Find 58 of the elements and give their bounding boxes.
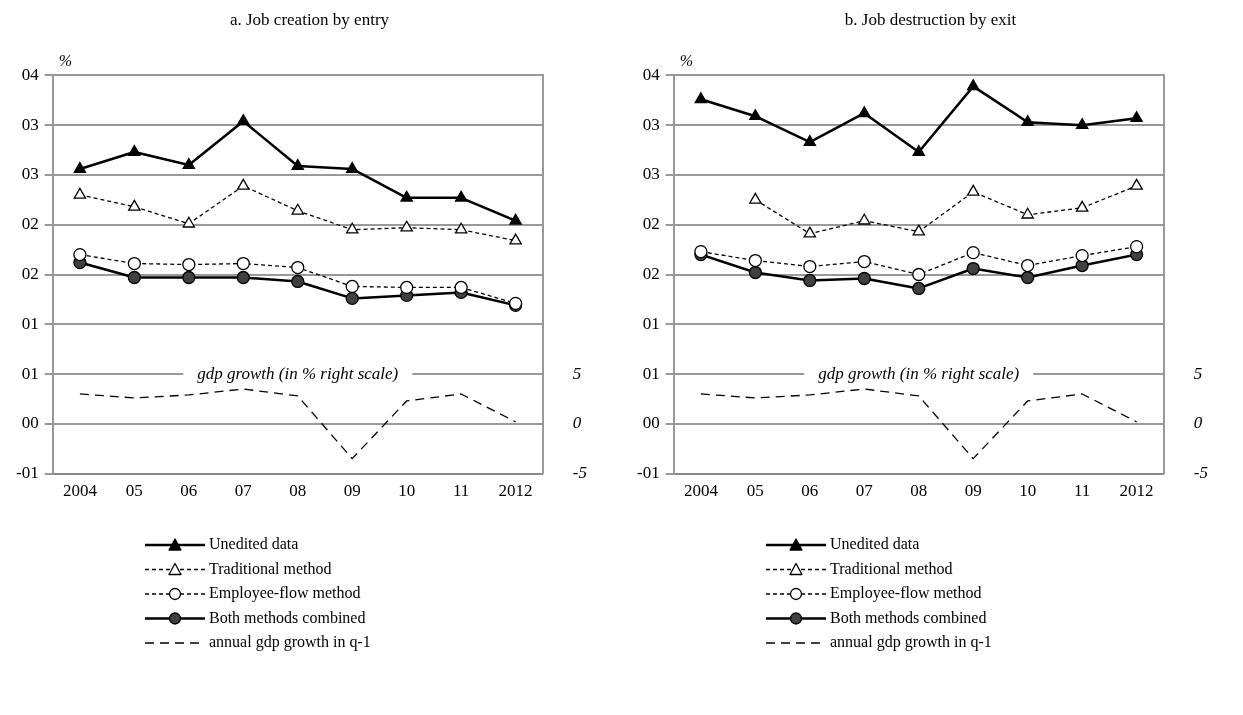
y-tick-label: 03 [21,164,39,184]
y-tick-label: 01 [21,313,39,333]
x-tick-label: 05 [746,481,764,501]
x-tick-label: 08 [910,481,928,501]
annotation: gdp growth (in % right scale) [818,363,1020,383]
y2-tick-label: 5 [572,363,582,383]
y-tick-label: 04 [642,64,661,84]
y-tick-label: 03 [21,114,39,134]
y-tick-label: 02 [21,214,39,234]
legend-label: Both methods combined [830,608,987,626]
legend-label: Unedited data [209,535,299,553]
legend-label: annual gdp growth in q-1 [209,633,371,652]
y-tick-label: 04 [21,64,40,84]
chart-title: b. Job destruction by exit [844,9,1017,29]
y-tick-label: 03 [642,164,660,184]
legend-label: Both methods combined [209,608,366,626]
legend-label: Employee-flow method [209,584,361,603]
legend-label: Unedited data [830,535,920,553]
y-tick-label: -01 [15,463,39,483]
y-tick-label: 03 [642,114,660,134]
x-tick-label: 09 [343,481,361,501]
y-tick-label: 02 [642,214,660,234]
x-tick-label: 2004 [683,481,719,501]
legend-label: annual gdp growth in q-1 [830,633,992,652]
annotation: gdp growth (in % right scale) [197,363,399,383]
x-tick-label: 08 [289,481,307,501]
y-tick-label: 00 [21,413,39,433]
x-tick-label: 07 [234,481,253,501]
legend-label: Traditional method [209,559,332,577]
x-tick-label: 06 [180,481,198,501]
y-tick-label: 01 [21,363,39,383]
x-tick-label: 07 [855,481,874,501]
y-tick-label: 01 [642,363,660,383]
y2-tick-label: 0 [572,413,582,433]
y2-tick-label: -5 [572,463,588,483]
legend-label: Traditional method [830,559,953,577]
y-tick-label: 00 [642,413,660,433]
y-axis-title: % [58,51,72,69]
x-tick-label: 06 [801,481,819,501]
x-tick-label: 10 [398,481,416,501]
y2-tick-label: -5 [1193,463,1209,483]
y-tick-label: 02 [21,263,39,283]
x-tick-label: 2012 [498,481,533,501]
legend-label: Employee-flow method [830,584,982,603]
chart-title: a. Job creation by entry [229,9,390,29]
x-tick-label: 05 [125,481,143,501]
y2-tick-label: 0 [1193,413,1203,433]
y2-tick-label: 5 [1193,363,1203,383]
y-tick-label: 01 [642,313,660,333]
x-tick-label: 11 [1073,481,1091,501]
x-tick-label: 10 [1019,481,1037,501]
x-tick-label: 11 [452,481,470,501]
y-tick-label: 02 [642,263,660,283]
y-tick-label: -01 [636,463,660,483]
x-tick-label: 2012 [1119,481,1154,501]
y-axis-title: % [679,51,693,69]
x-tick-label: 09 [964,481,982,501]
x-tick-label: 2004 [62,481,98,501]
